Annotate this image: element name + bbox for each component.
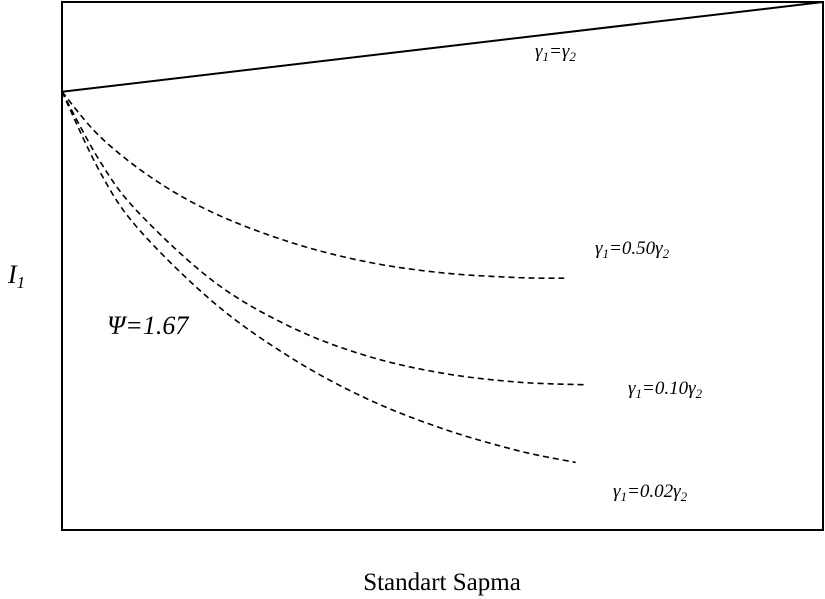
series-line-1 — [61, 1, 824, 93]
series-label-4: γ1=0.02γ2 — [613, 481, 688, 504]
plot-frame — [61, 1, 824, 531]
series-line-4 — [61, 91, 576, 464]
psi-annotation: Ψ=1.67 — [107, 311, 189, 340]
series-label-1: γ1=γ2 — [535, 41, 576, 64]
y-axis-label: I1 — [7, 260, 25, 292]
x-axis-label: Standart Sapma — [363, 569, 521, 596]
label-layer: γ1=γ2 γ1=0.50γ2 γ1=0.10γ2 γ1=0.02γ2 — [535, 41, 703, 504]
series-line-3 — [61, 91, 588, 386]
series-line-2 — [61, 91, 565, 279]
series-label-2: γ1=0.50γ2 — [595, 238, 670, 261]
series-layer — [61, 1, 824, 464]
series-label-3: γ1=0.10γ2 — [628, 378, 703, 401]
